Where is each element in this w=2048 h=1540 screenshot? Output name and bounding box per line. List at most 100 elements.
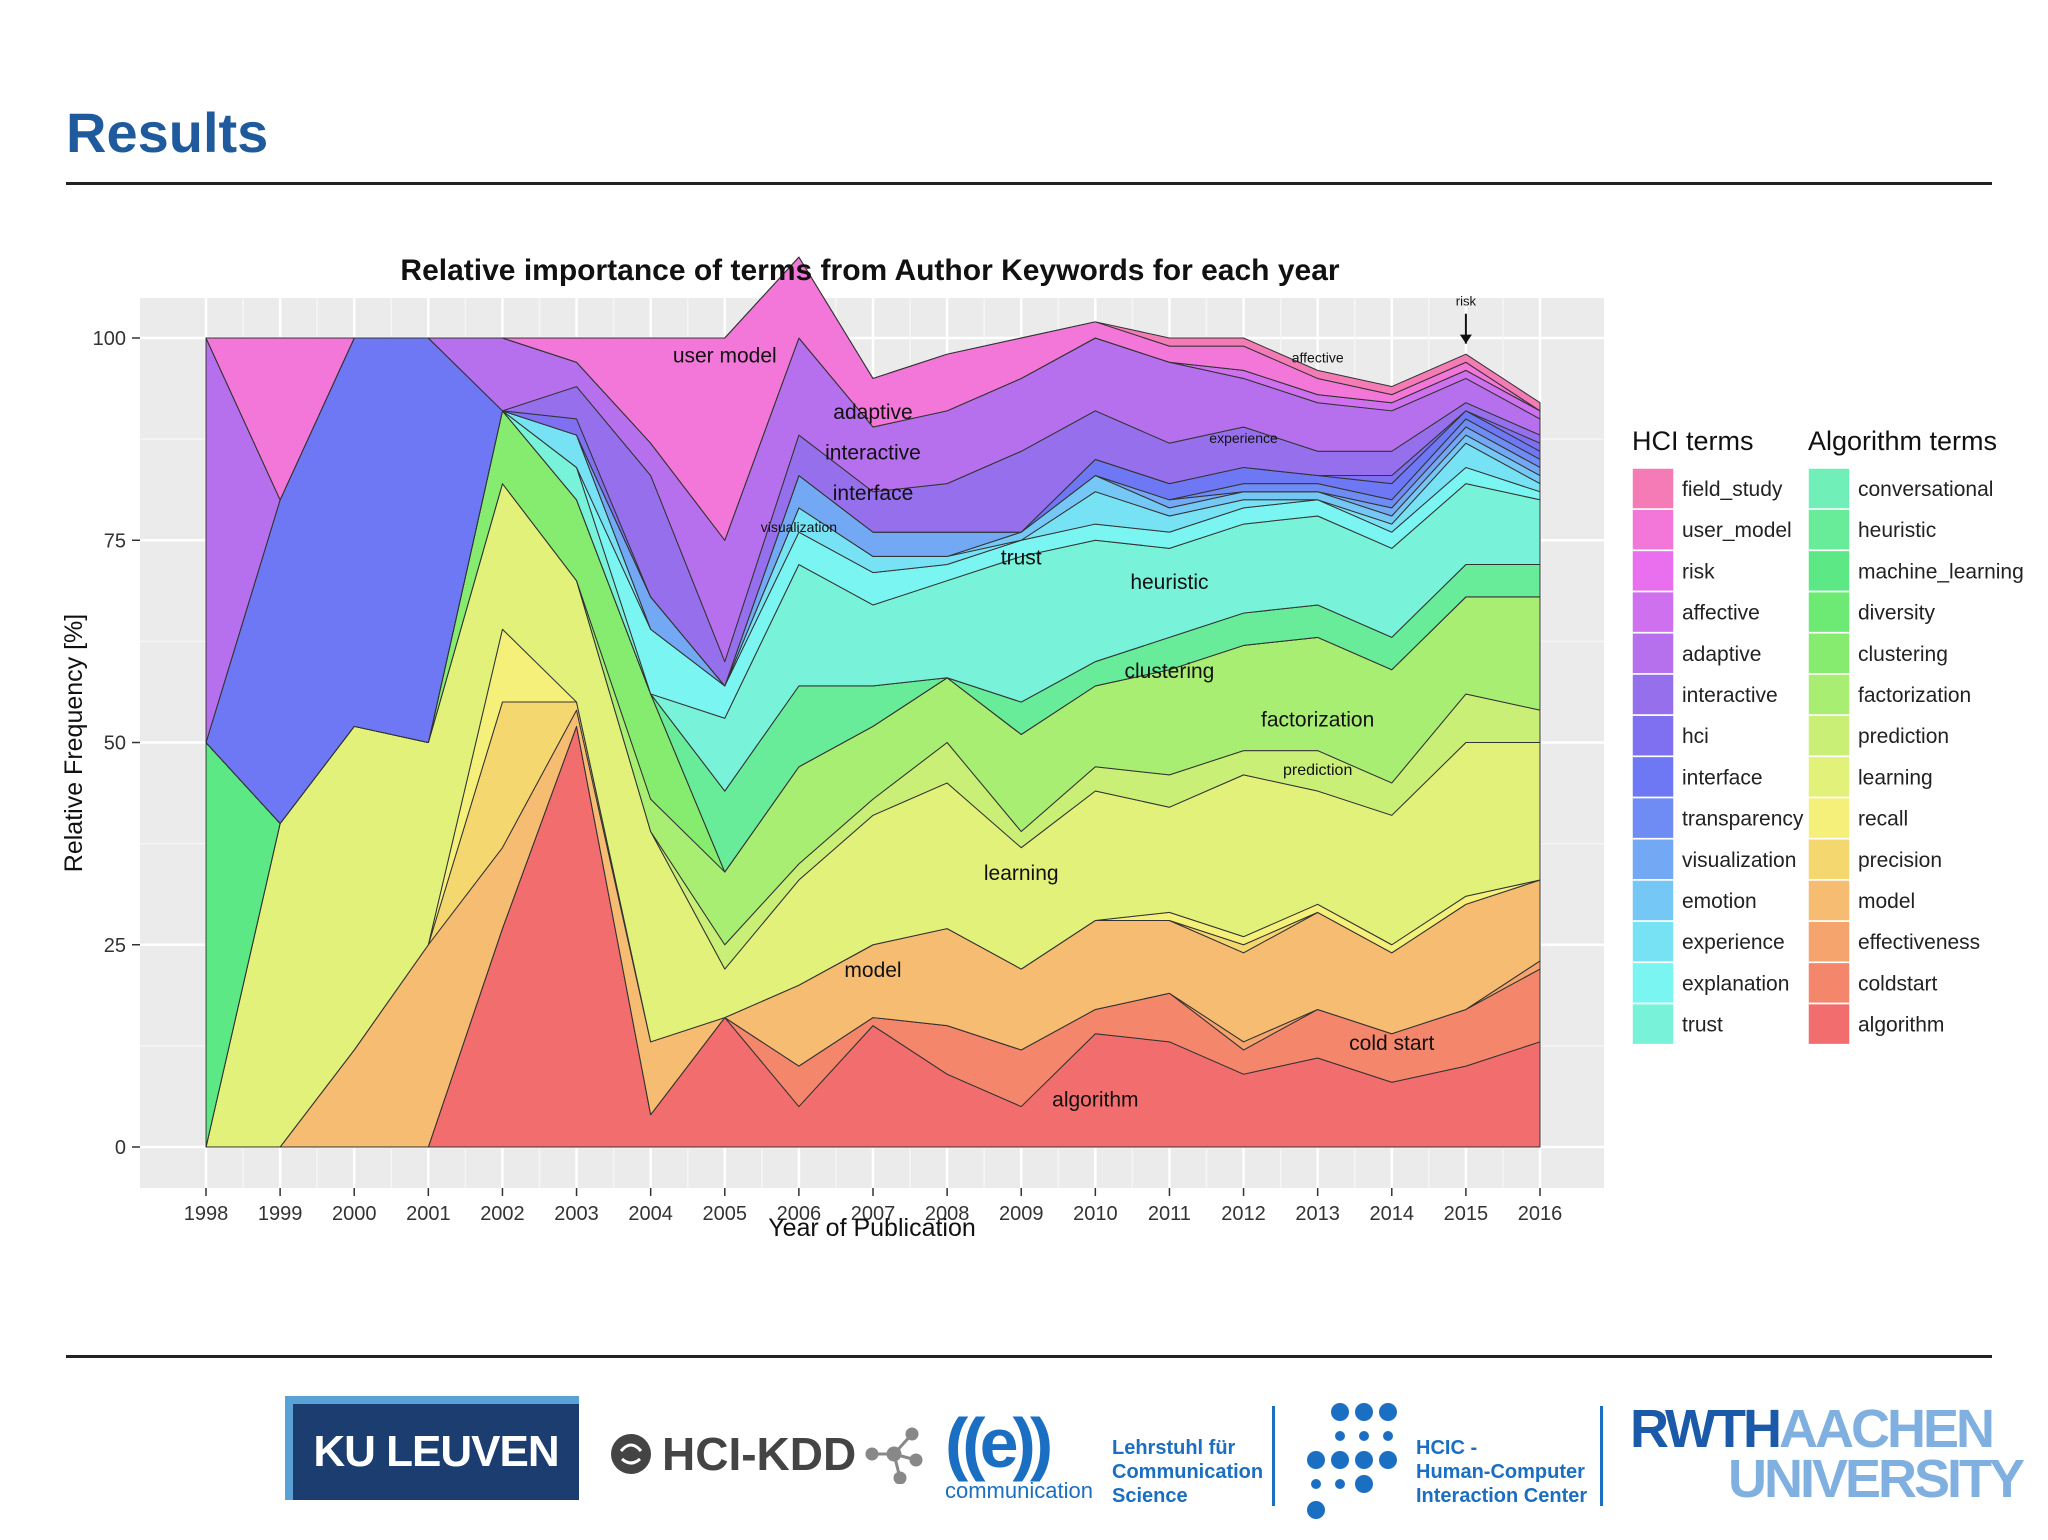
annotation-label: risk	[1456, 294, 1477, 309]
hcic-line-2: Human-Computer	[1416, 1461, 1585, 1483]
legend-item-label: diversity	[1858, 602, 1936, 625]
x-tick-label: 2000	[332, 1203, 377, 1225]
hci-kdd-text: HCI-KDD	[662, 1428, 857, 1480]
annotation-label: interface	[833, 482, 914, 505]
legend-swatch	[1631, 879, 1675, 922]
legend-swatch	[1631, 1002, 1675, 1046]
y-axis-label: Relative Frequency [%]	[60, 614, 88, 872]
communication-science-logo: ((e)) communication	[945, 1408, 1093, 1504]
x-tick-label: 2012	[1221, 1203, 1266, 1225]
legend-swatch	[1631, 632, 1675, 675]
legend-item-label: user_model	[1682, 519, 1792, 542]
legend-swatch	[1807, 714, 1851, 757]
legend-swatch	[1807, 920, 1851, 963]
communication-line-2: Communication	[1112, 1461, 1264, 1483]
x-tick-label: 2005	[703, 1203, 748, 1225]
ku-leuven-logo: KU LEUVEN	[285, 1396, 579, 1500]
annotation-label: adaptive	[833, 401, 912, 424]
area-series	[205, 256, 1541, 1148]
legend-swatch	[1807, 549, 1851, 593]
legend-swatch	[1807, 879, 1851, 922]
legend-swatch	[1807, 796, 1851, 840]
x-tick-label: 2002	[480, 1203, 525, 1225]
legend-swatch	[1631, 920, 1675, 963]
y-tick-label: 100	[93, 328, 126, 350]
legend-swatch	[1807, 673, 1851, 716]
legend-item-label: prediction	[1858, 725, 1949, 748]
legend-item-label: algorithm	[1858, 1014, 1944, 1037]
university-text: UNIVERSITY	[1728, 1449, 2025, 1509]
legend-item-label: transparency	[1682, 808, 1804, 831]
legend-item-label: trust	[1682, 1014, 1723, 1037]
x-tick-label: 2013	[1295, 1203, 1340, 1225]
legend-item-label: heuristic	[1858, 519, 1936, 542]
footer-logos: KU LEUVEN HCI-KDD ((e)) communication Le…	[0, 1390, 2048, 1540]
legend-swatch	[1807, 961, 1851, 1005]
hcic-dots-icon	[1307, 1403, 1397, 1519]
risk-arrow-head	[1459, 334, 1472, 344]
network-icon	[865, 1427, 923, 1484]
legend-item-label: precision	[1858, 849, 1942, 872]
logo-separator	[1272, 1406, 1275, 1506]
communication-sub-text: communication	[945, 1478, 1093, 1503]
legend-swatch	[1807, 1002, 1851, 1046]
bottom-divider	[66, 1355, 1992, 1358]
legend-item-label: affective	[1682, 602, 1760, 625]
x-axis: 1998 1999 2000 2001 2002 2003 2004 2005 2006 2007…	[184, 1188, 1562, 1225]
hci-kdd-logo: HCI-KDD	[608, 1424, 924, 1484]
communication-line-1: Lehrstuhl für	[1112, 1437, 1236, 1459]
logo-separator	[1600, 1406, 1603, 1506]
legend-swatch	[1631, 755, 1675, 799]
legend-item-label: adaptive	[1682, 643, 1761, 666]
legend-item-label: recall	[1858, 808, 1908, 831]
x-tick-label: 2007	[851, 1203, 896, 1225]
legend-item-label: effectiveness	[1858, 931, 1980, 954]
x-tick-label: 2004	[628, 1203, 673, 1225]
legend-swatch	[1807, 838, 1851, 881]
annotation-label: trust	[1001, 547, 1042, 570]
x-tick-label: 2009	[999, 1203, 1044, 1225]
x-tick-label: 2010	[1073, 1203, 1118, 1225]
communication-name: Lehrstuhl für Communication Science	[1112, 1436, 1263, 1508]
x-tick-label: 2011	[1148, 1203, 1191, 1225]
legend-swatch	[1631, 838, 1675, 881]
legend-swatch	[1631, 549, 1675, 593]
legend-title: Algorithm terms	[1808, 426, 1997, 456]
legend-item-label: hci	[1682, 725, 1709, 748]
x-tick-label: 1999	[258, 1203, 303, 1225]
legend-swatch	[1807, 590, 1851, 634]
y-axis: 0 25 50 75 100	[93, 328, 140, 1159]
legend-item-label: field_study	[1682, 478, 1783, 501]
annotation-label: clustering	[1124, 660, 1214, 683]
x-tick-label: 2001	[406, 1203, 451, 1225]
legend-swatch	[1631, 714, 1675, 757]
legend-title: HCI terms	[1632, 426, 1754, 456]
chart-title: Relative importance of terms from Author…	[400, 254, 1339, 287]
x-tick-label: 2006	[777, 1203, 822, 1225]
annotation-label: affective	[1292, 349, 1344, 365]
x-axis-label: Year of Publication	[768, 1214, 976, 1242]
annotation-label: interactive	[825, 441, 921, 464]
legend-item-label: factorization	[1858, 684, 1971, 707]
annotation-label: factorization	[1261, 708, 1374, 731]
legend-swatch	[1807, 632, 1851, 675]
x-tick-label: 2015	[1444, 1203, 1489, 1225]
rwth-text: RWTH	[1630, 1399, 1782, 1459]
annotation-label: model	[844, 959, 901, 982]
legend-swatch	[1631, 467, 1675, 510]
annotation-label: prediction	[1283, 762, 1352, 779]
legend-swatch	[1631, 508, 1675, 551]
legend-item-label: machine_learning	[1858, 560, 2024, 583]
stacked-area-chart: Relative importance of terms from Author…	[60, 254, 2024, 1242]
legend-item-label: emotion	[1682, 890, 1757, 913]
annotation-label: visualization	[761, 519, 837, 535]
communication-mark-icon: ((e))	[945, 1404, 1053, 1482]
legend-swatch	[1631, 796, 1675, 840]
annotation-label: heuristic	[1130, 571, 1208, 594]
y-tick-label: 25	[104, 935, 126, 957]
hcic-line-1: HCIC -	[1416, 1437, 1478, 1459]
top-divider	[66, 182, 1992, 185]
legend-item-label: clustering	[1858, 643, 1948, 666]
legend-swatch	[1631, 673, 1675, 716]
hcic-name: HCIC - Human-Computer Interaction Center	[1416, 1436, 1587, 1508]
